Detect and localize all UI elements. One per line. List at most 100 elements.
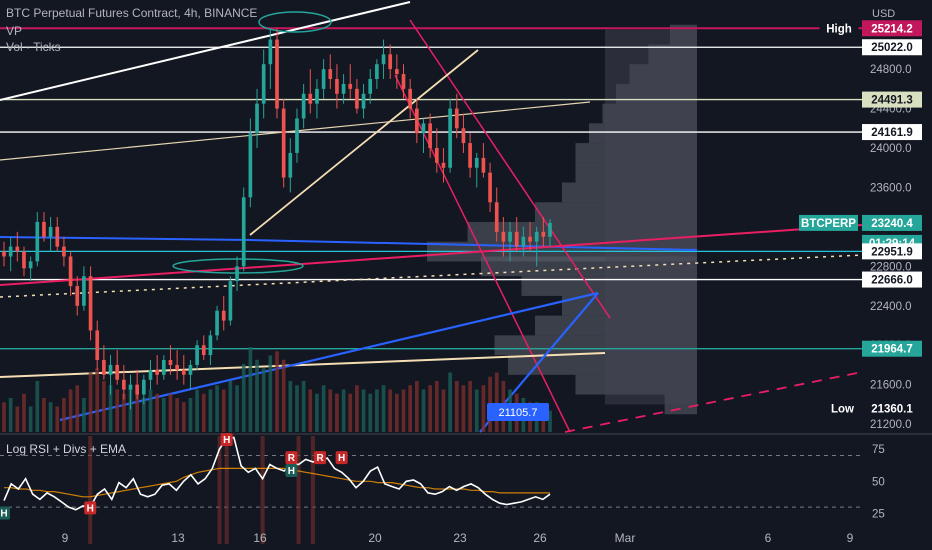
- price-axis-tick: 22800.0: [870, 261, 912, 273]
- volume-bar: [102, 381, 106, 432]
- markup-ellipse-top: [258, 11, 332, 33]
- volume-bar: [188, 398, 193, 432]
- volume-bar: [401, 389, 406, 432]
- time-axis-tick: 13: [171, 531, 185, 545]
- time-axis-tick: 9: [62, 531, 69, 545]
- candle-body: [201, 345, 206, 356]
- volume-bar: [15, 406, 20, 432]
- price-label-box: [862, 91, 922, 108]
- candle-body: [241, 197, 246, 267]
- candle-body: [315, 88, 319, 104]
- candle-body: [88, 276, 93, 331]
- volume-bar: [88, 372, 93, 432]
- volume-bar: [155, 393, 159, 432]
- candle-body: [454, 108, 459, 129]
- volume-bar: [474, 389, 479, 432]
- volume-bar: [428, 385, 432, 432]
- rsi-title: Log RSI + Divs + EMA: [6, 442, 127, 456]
- rsi-divergence-bar: [88, 436, 93, 544]
- volume-bar: [248, 347, 253, 432]
- rsi-divergence-bar: [310, 436, 315, 544]
- candle-body: [501, 231, 506, 242]
- trend-line-red-channel-lower: [394, 74, 571, 433]
- rsi-divergence-label: H: [0, 509, 7, 520]
- volume-bar: [548, 410, 552, 432]
- candle-body: [308, 93, 313, 104]
- volume-bar: [461, 385, 466, 432]
- candle-body: [348, 83, 353, 89]
- volume-bar: [181, 402, 186, 432]
- trend-line-blue-horizontal: [0, 236, 251, 241]
- time-axis-tick: 9: [847, 531, 854, 545]
- rsi-divergence-marker: [220, 433, 233, 446]
- rsi-divergence-marker: [335, 451, 348, 465]
- volume-bar: [434, 381, 439, 432]
- volume-profile-value-area: [605, 29, 697, 405]
- price-label-name: Low: [831, 403, 854, 415]
- candle-body: [494, 202, 499, 232]
- volume-bar: [441, 389, 446, 432]
- volume-bar: [141, 398, 146, 432]
- price-label-value: 21360.1: [871, 403, 913, 415]
- price-label-box: [862, 124, 922, 141]
- rsi-divergence-bar: [260, 436, 265, 544]
- rsi-divergence-marker: [0, 506, 10, 520]
- volume-bar: [308, 389, 313, 432]
- candle-body: [95, 330, 100, 361]
- candle-body: [288, 152, 293, 178]
- price-label-value: 24161.9: [871, 127, 913, 139]
- volume-bar: [448, 372, 452, 432]
- rsi-divergence-label: H: [223, 435, 230, 446]
- volume-bar: [195, 389, 199, 432]
- candle-body: [508, 231, 512, 242]
- candle-body: [62, 246, 66, 257]
- volume-bar: [408, 385, 413, 432]
- candle-body: [42, 221, 46, 237]
- candle-body: [441, 162, 446, 168]
- volume-bar: [375, 389, 379, 432]
- rsi-divergence-bar: [296, 436, 301, 544]
- volume-bar: [48, 402, 53, 432]
- price-label-box: [862, 271, 922, 288]
- candle-body: [15, 246, 20, 252]
- annotation-box: [487, 403, 549, 421]
- candle-body: [421, 123, 426, 134]
- candle-body: [188, 364, 193, 375]
- chart-title: BTC Perpetual Futures Contract, 4h, BINA…: [6, 6, 258, 20]
- vp-label: VP: [6, 24, 23, 38]
- volume-bar: [241, 364, 246, 432]
- volume-bar: [35, 381, 40, 432]
- volume-bar: [355, 385, 359, 432]
- candle-body: [175, 364, 179, 370]
- candle-body: [461, 128, 466, 144]
- candle-body: [528, 236, 532, 242]
- volume-bar: [321, 385, 326, 432]
- volume-bar: [201, 393, 206, 432]
- price-axis-tick: 22400.0: [870, 301, 912, 313]
- rsi-axis-tick: 50: [872, 476, 885, 488]
- price-label-name: BTCPERP: [801, 218, 856, 230]
- volume-bar: [301, 381, 306, 432]
- price-axis-tick: 24800.0: [870, 64, 912, 76]
- candle-body: [35, 221, 40, 262]
- volume-bar: [108, 385, 113, 432]
- candle-body: [481, 157, 486, 173]
- volume-bar: [361, 389, 366, 432]
- trend-line-red-rising: [0, 224, 863, 286]
- candle-body: [235, 266, 239, 282]
- price-axis-unit: USD: [872, 8, 895, 20]
- candle-body: [208, 335, 213, 356]
- rsi-line: [3, 436, 551, 511]
- volume-bar: [8, 398, 13, 432]
- rsi-divergence-bar: [217, 436, 222, 544]
- time-axis-tick: 20: [368, 531, 382, 545]
- price-axis-tick: 23600.0: [870, 182, 912, 194]
- volume-bar: [2, 402, 6, 432]
- time-axis-tick: 26: [533, 531, 547, 545]
- candle-body: [541, 231, 546, 237]
- candle-body: [521, 236, 526, 247]
- candle-body: [341, 83, 346, 94]
- candle-body: [268, 39, 273, 65]
